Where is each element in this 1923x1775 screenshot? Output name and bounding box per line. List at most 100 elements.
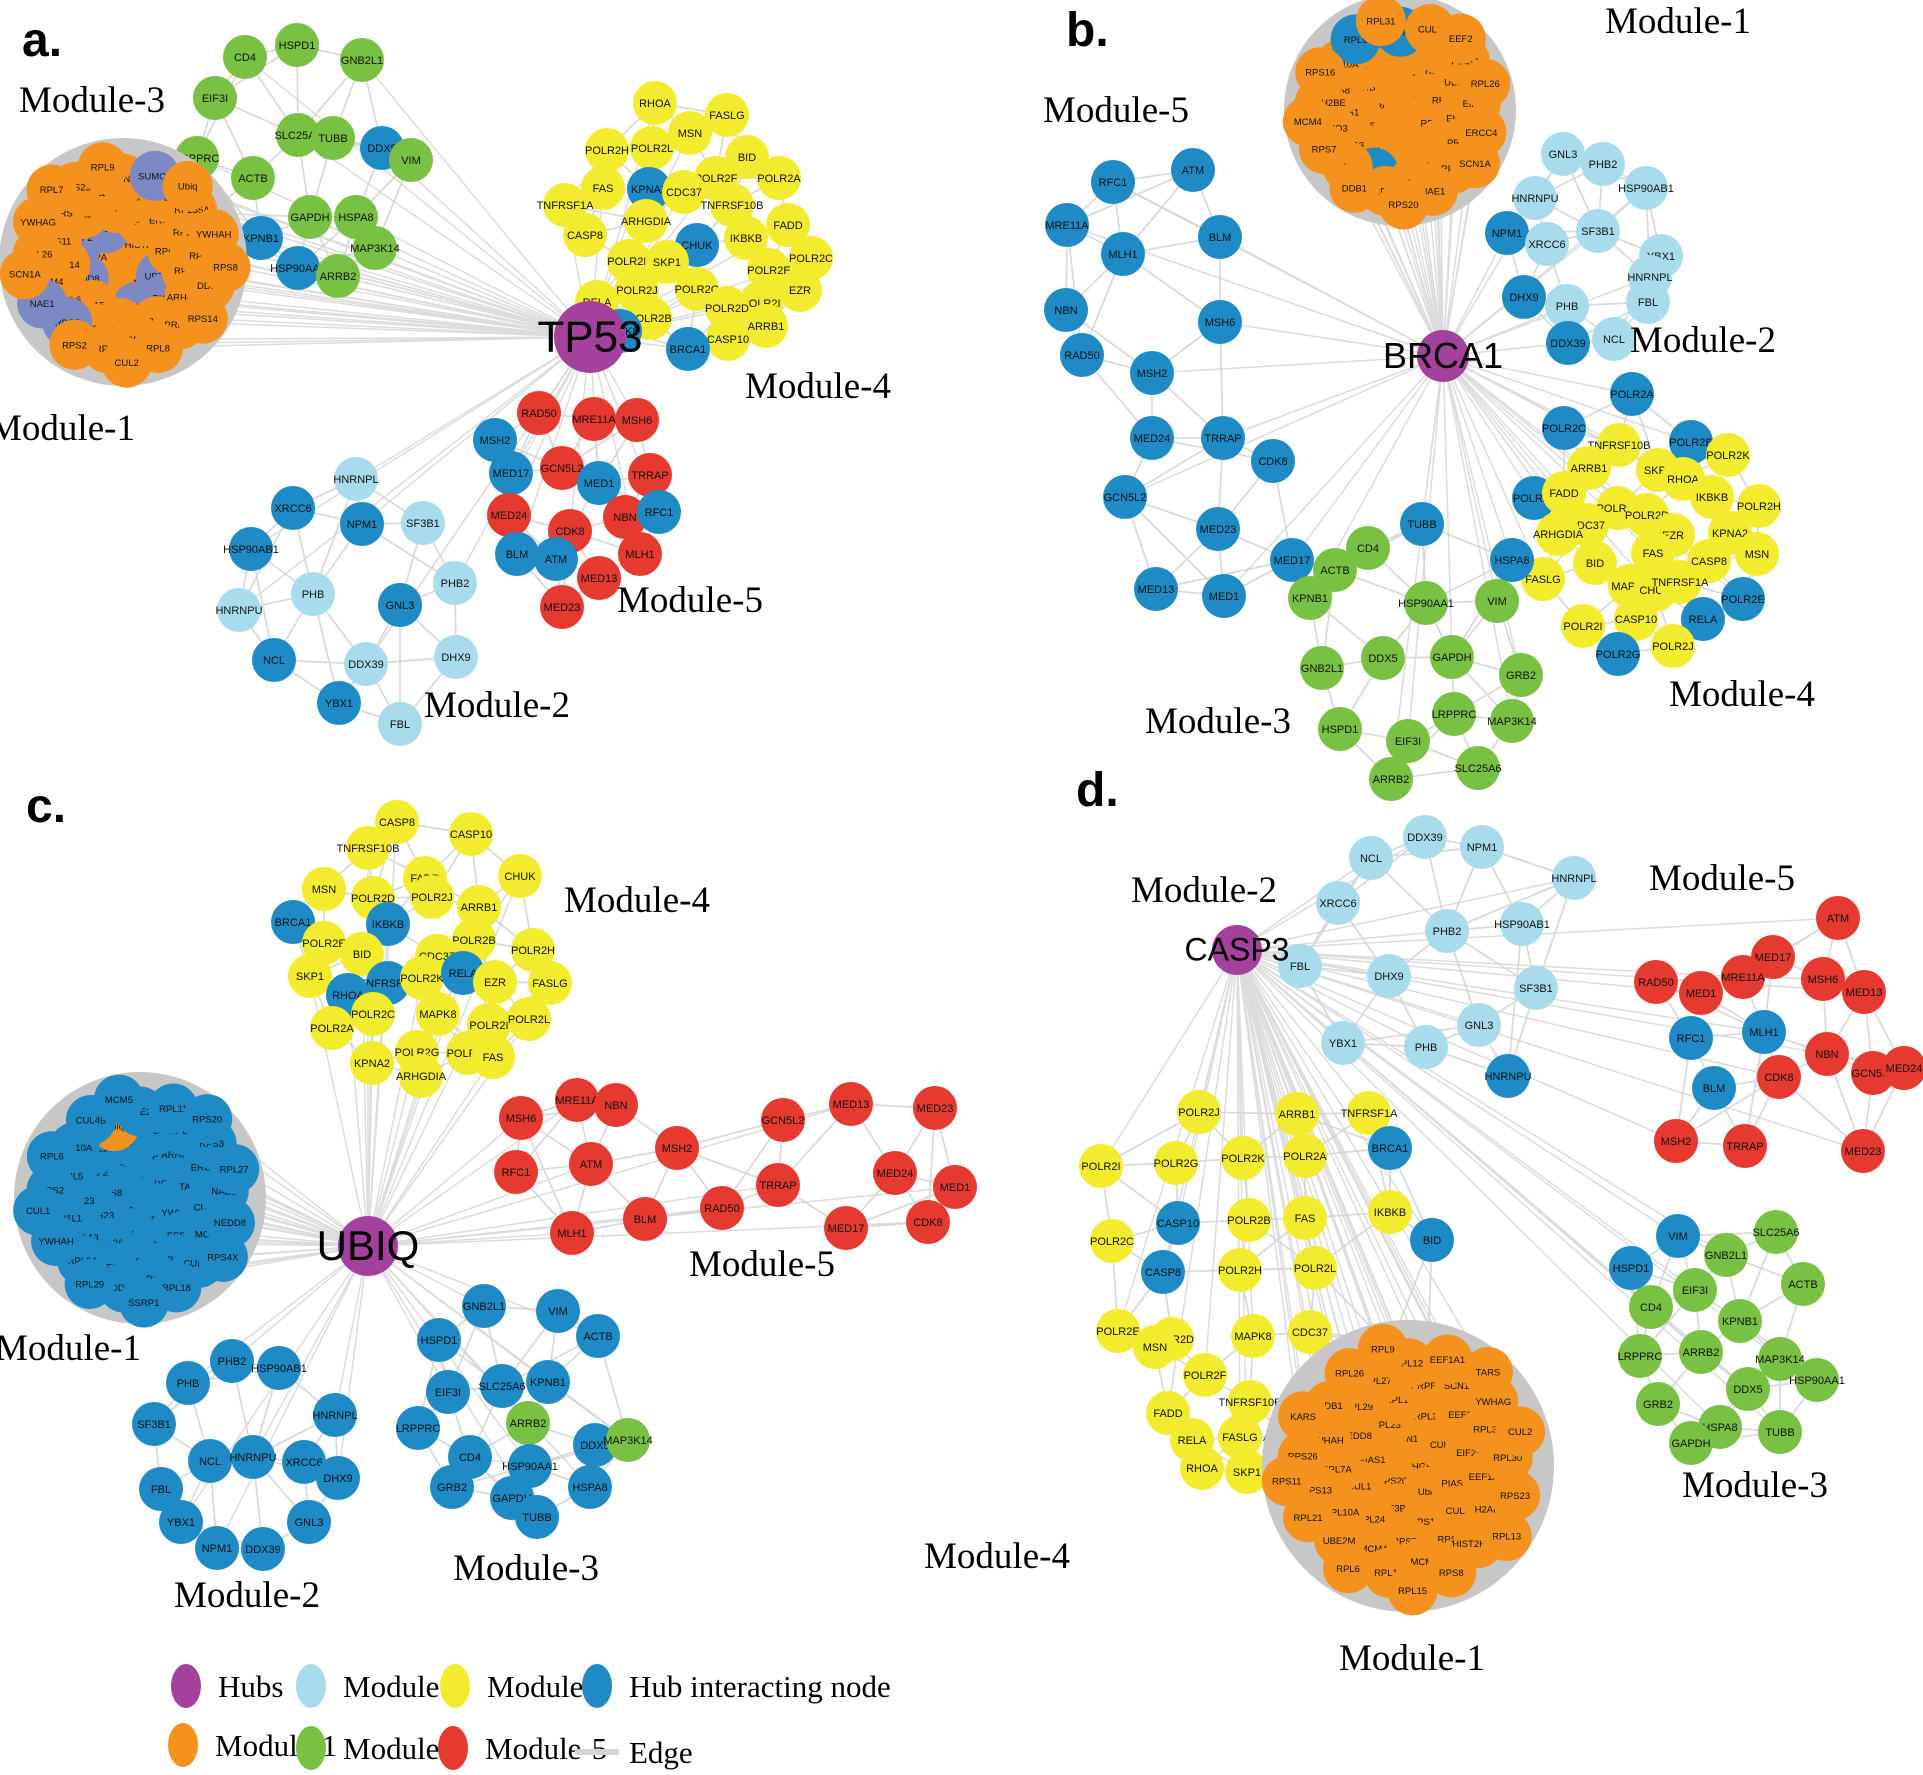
node-RAD50: RAD50 xyxy=(1634,960,1678,1004)
node-FBL: FBL xyxy=(378,702,422,746)
node-MRE11A: MRE11A xyxy=(555,1078,599,1122)
node-VIM: VIM xyxy=(1656,1214,1700,1258)
module-4-label-a: Module-4 xyxy=(745,366,891,407)
node-POLR2G: POLR2G xyxy=(1596,632,1640,676)
panel-c: CASP8CASP10TNFRSF10BFADDCHUKMSNPOLR2DPOL… xyxy=(0,780,977,1616)
node-CDK8: CDK8 xyxy=(906,1200,950,1244)
node-EZR: EZR xyxy=(473,960,517,1004)
node-POLR2A: POLR2A xyxy=(1610,372,1654,416)
node-ATM: ATM xyxy=(534,537,578,581)
legend: HubsModule-1Module-2Module-3Module-4Modu… xyxy=(168,1664,891,1770)
node-EZR: EZR xyxy=(778,268,822,312)
node-DHX9: DHX9 xyxy=(1367,954,1411,998)
node-MED24: MED24 xyxy=(487,493,531,537)
node-RHOA: RHOA xyxy=(1180,1446,1224,1490)
node-XRCC6: XRCC6 xyxy=(271,486,315,530)
module-1-blob-b: RPL23RPS13RPL35ARPL12RPL6HARSRPL21MCM5RP… xyxy=(1282,0,1516,230)
node-GRB2: GRB2 xyxy=(1636,1382,1680,1426)
node-LRPPRC: LRPPRC xyxy=(1618,1334,1662,1378)
module-1-label-b: Module-1 xyxy=(1605,1,1751,42)
node-MRE11A: MRE11A xyxy=(572,397,616,441)
module-5-label-a: Module-5 xyxy=(617,580,763,621)
module-5-label-d: Module-5 xyxy=(1649,858,1795,899)
node-GNL3: GNL3 xyxy=(287,1500,331,1544)
node-ATM: ATM xyxy=(1171,148,1215,192)
panel-letter-a: a. xyxy=(22,14,62,67)
node-ARRB2: ARRB2 xyxy=(1679,1330,1723,1374)
legend-item-module-5: Module-5 xyxy=(438,1726,607,1770)
color-swatch xyxy=(296,1726,326,1770)
node-GNL3: GNL3 xyxy=(1541,132,1585,176)
node-PHB: PHB xyxy=(166,1361,210,1405)
node-PHB: PHB xyxy=(291,572,335,616)
node-TUBB: TUBB xyxy=(1400,502,1444,546)
node-BLM: BLM xyxy=(1198,215,1242,259)
node-SF3B1: SF3B1 xyxy=(1514,966,1558,1010)
node-POLR2J: POLR2J xyxy=(410,875,454,919)
node-NPM1: NPM1 xyxy=(195,1526,239,1570)
node-GNL3: GNL3 xyxy=(1457,1003,1501,1047)
node-GNB2L1: GNB2L1 xyxy=(1300,646,1344,690)
node-RPL26: RPL26 xyxy=(1460,58,1511,109)
legend-label: Edge xyxy=(629,1735,693,1770)
hub-BRCA1: BRCA1 xyxy=(1383,330,1503,382)
node-MED24: MED24 xyxy=(873,1151,917,1195)
node-MSH6: MSH6 xyxy=(1198,300,1242,344)
node-RHOA: RHOA xyxy=(633,81,677,125)
node-SCN1A: SCN1A xyxy=(1449,138,1500,189)
node-POLR2L: POLR2L xyxy=(630,126,674,170)
node-HSP90AB1: HSP90AB1 xyxy=(223,527,279,571)
node-POLR2A: POLR2A xyxy=(1283,1134,1327,1178)
node-TARS: TARS xyxy=(1462,1347,1513,1398)
node-HNRNPL: HNRNPL xyxy=(312,1393,358,1437)
node-POLR2A: POLR2A xyxy=(310,1006,354,1050)
node-POLR2J: POLR2J xyxy=(1177,1090,1221,1134)
node-MED1: MED1 xyxy=(1679,971,1723,1015)
node-DDX39: DDX39 xyxy=(1403,815,1447,859)
legend-label: Hub interacting node xyxy=(629,1669,891,1704)
node-BLM: BLM xyxy=(1692,1066,1736,1110)
node-RPL6: RPL6 xyxy=(26,1131,77,1182)
node-ARRB1: ARRB1 xyxy=(744,304,788,348)
module-1-blob-c: RPL7EIF2ARPL35ARPS6RPS8RPL31RPS7PIAS1YWH… xyxy=(13,1072,266,1328)
node-POLR2H: POLR2H xyxy=(1218,1248,1262,1292)
node-DDB1: DDB1 xyxy=(1329,162,1380,213)
node-RPS8: RPS8 xyxy=(200,242,251,293)
node-HNRNPL: HNRNPL xyxy=(1551,856,1597,900)
node-MSN: MSN xyxy=(302,867,346,911)
node-MRE11A: MRE11A xyxy=(1045,203,1089,247)
node-POLR2A: POLR2A xyxy=(757,156,801,200)
node-EEF2: EEF2 xyxy=(1435,13,1486,64)
node-RPS4X: RPS4X xyxy=(197,1231,248,1282)
node-RFC1: RFC1 xyxy=(1669,1016,1713,1060)
node-SLC25A6: SLC25A6 xyxy=(478,1364,526,1408)
node-SF3B1: SF3B1 xyxy=(401,501,445,545)
color-swatch xyxy=(168,1723,198,1767)
node-RPL6: RPL6 xyxy=(1323,1543,1374,1594)
module-5-label-b: Module-5 xyxy=(1043,90,1189,131)
node-RPL9: RPL9 xyxy=(1357,1323,1408,1374)
node-CASP10: CASP10 xyxy=(1156,1201,1200,1245)
node-EIF3I: EIF3I xyxy=(1386,719,1430,763)
node-POLR2C: POLR2C xyxy=(1090,1219,1134,1263)
module-3-label-d: Module-3 xyxy=(1682,1465,1828,1506)
node-PHB: PHB xyxy=(1404,1025,1448,1069)
color-swatch xyxy=(296,1664,326,1708)
node-VIM: VIM xyxy=(536,1289,580,1333)
node-CUL1: CUL1 xyxy=(13,1185,64,1236)
node-ARRB1: ARRB1 xyxy=(1275,1092,1319,1136)
node-MSH6: MSH6 xyxy=(499,1096,543,1140)
module-2-label-b: Module-2 xyxy=(1630,320,1776,361)
node-MSH6: MSH6 xyxy=(1801,957,1845,1001)
node-GNB2L1: GNB2L1 xyxy=(340,38,384,82)
node-RPL29: RPL29 xyxy=(64,1258,115,1309)
node-HSPA8: HSPA8 xyxy=(1490,538,1534,582)
node-TUBB: TUBB xyxy=(311,116,355,160)
node-KPNB1: KPNB1 xyxy=(526,1360,570,1404)
node-CASP8: CASP8 xyxy=(1141,1250,1185,1294)
node-CDK8: CDK8 xyxy=(1757,1055,1801,1099)
node-RFC1: RFC1 xyxy=(637,490,681,534)
node-GNB2L1: GNB2L1 xyxy=(1704,1233,1748,1277)
